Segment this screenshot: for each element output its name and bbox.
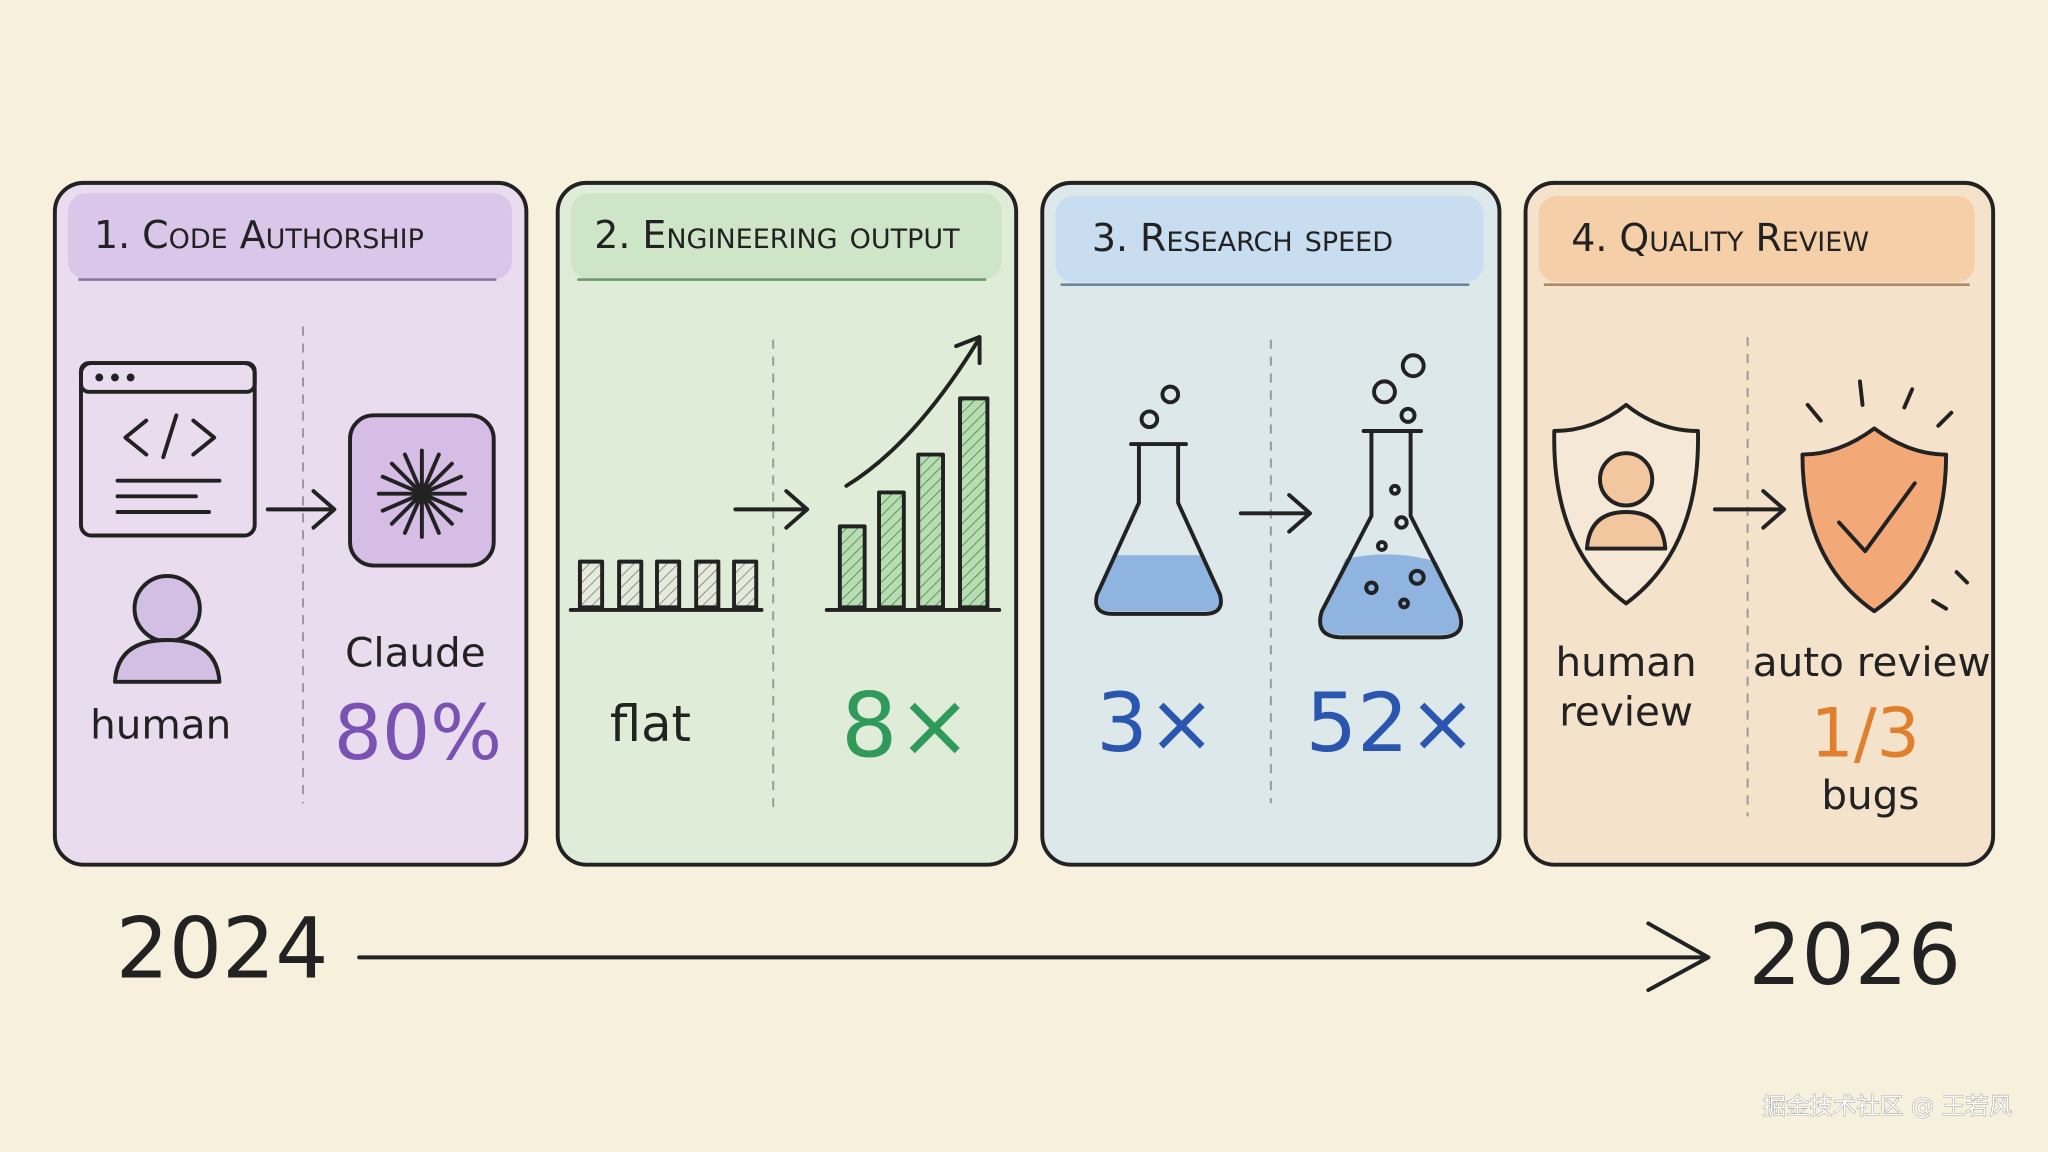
human-icon xyxy=(112,574,222,684)
value: 80% xyxy=(334,689,502,777)
shield-human xyxy=(1552,402,1700,606)
panel-frame xyxy=(555,180,1019,867)
label: human xyxy=(90,701,231,749)
panel-quality-review: 4. Quality Review human review auto revi… xyxy=(1523,180,1996,867)
growth-bars xyxy=(824,335,1002,612)
arrow xyxy=(1238,493,1312,534)
watermark: 掘金技术社区 @ 王若风 xyxy=(1762,1092,2012,1120)
small-flask xyxy=(1094,384,1223,616)
panel-frame xyxy=(52,180,529,867)
timeline-end: 2026 xyxy=(1748,906,1961,1004)
panel-code-authorship: 1. Code Authorship human Claude 80% xyxy=(52,180,529,867)
arrow xyxy=(733,489,810,530)
label: auto review xyxy=(1753,638,1991,686)
label: human xyxy=(1556,638,1697,686)
panel-frame xyxy=(1523,180,1996,867)
title-band xyxy=(1055,195,1484,283)
timeline-arrow xyxy=(357,921,1711,992)
label: bugs xyxy=(1821,771,1919,819)
label: flat xyxy=(610,695,691,753)
panel-title: 4. Quality Review xyxy=(1571,216,1869,260)
value: 3× xyxy=(1096,677,1215,771)
panel-title: 3. Research speed xyxy=(1092,216,1393,260)
label: review xyxy=(1559,687,1693,735)
claude-icon xyxy=(348,413,496,568)
timeline-start: 2024 xyxy=(116,900,329,998)
large-flask xyxy=(1318,353,1464,640)
panel-title: 2. Engineering output xyxy=(594,213,960,257)
value: 52× xyxy=(1306,677,1477,771)
panel-engineering-output: 2. Engineering output flat 8× xyxy=(555,180,1019,867)
flat-bars xyxy=(568,559,764,612)
panel-research-speed: 3. Research speed 3× 52× xyxy=(1040,180,1502,867)
code-window-icon xyxy=(79,361,257,538)
arrow xyxy=(265,489,337,530)
title-band xyxy=(570,193,1002,280)
timeline: 2024 2026 xyxy=(116,900,1961,1005)
panel-frame xyxy=(1040,180,1502,867)
arrow xyxy=(1712,489,1787,530)
panel-title: 1. Code Authorship xyxy=(94,213,424,257)
shield-check xyxy=(1800,379,1969,614)
label: Claude xyxy=(345,629,486,677)
value: 8× xyxy=(841,674,972,777)
title-band xyxy=(67,193,512,280)
value: 1/3 xyxy=(1810,695,1919,774)
title-band xyxy=(1538,195,1975,283)
